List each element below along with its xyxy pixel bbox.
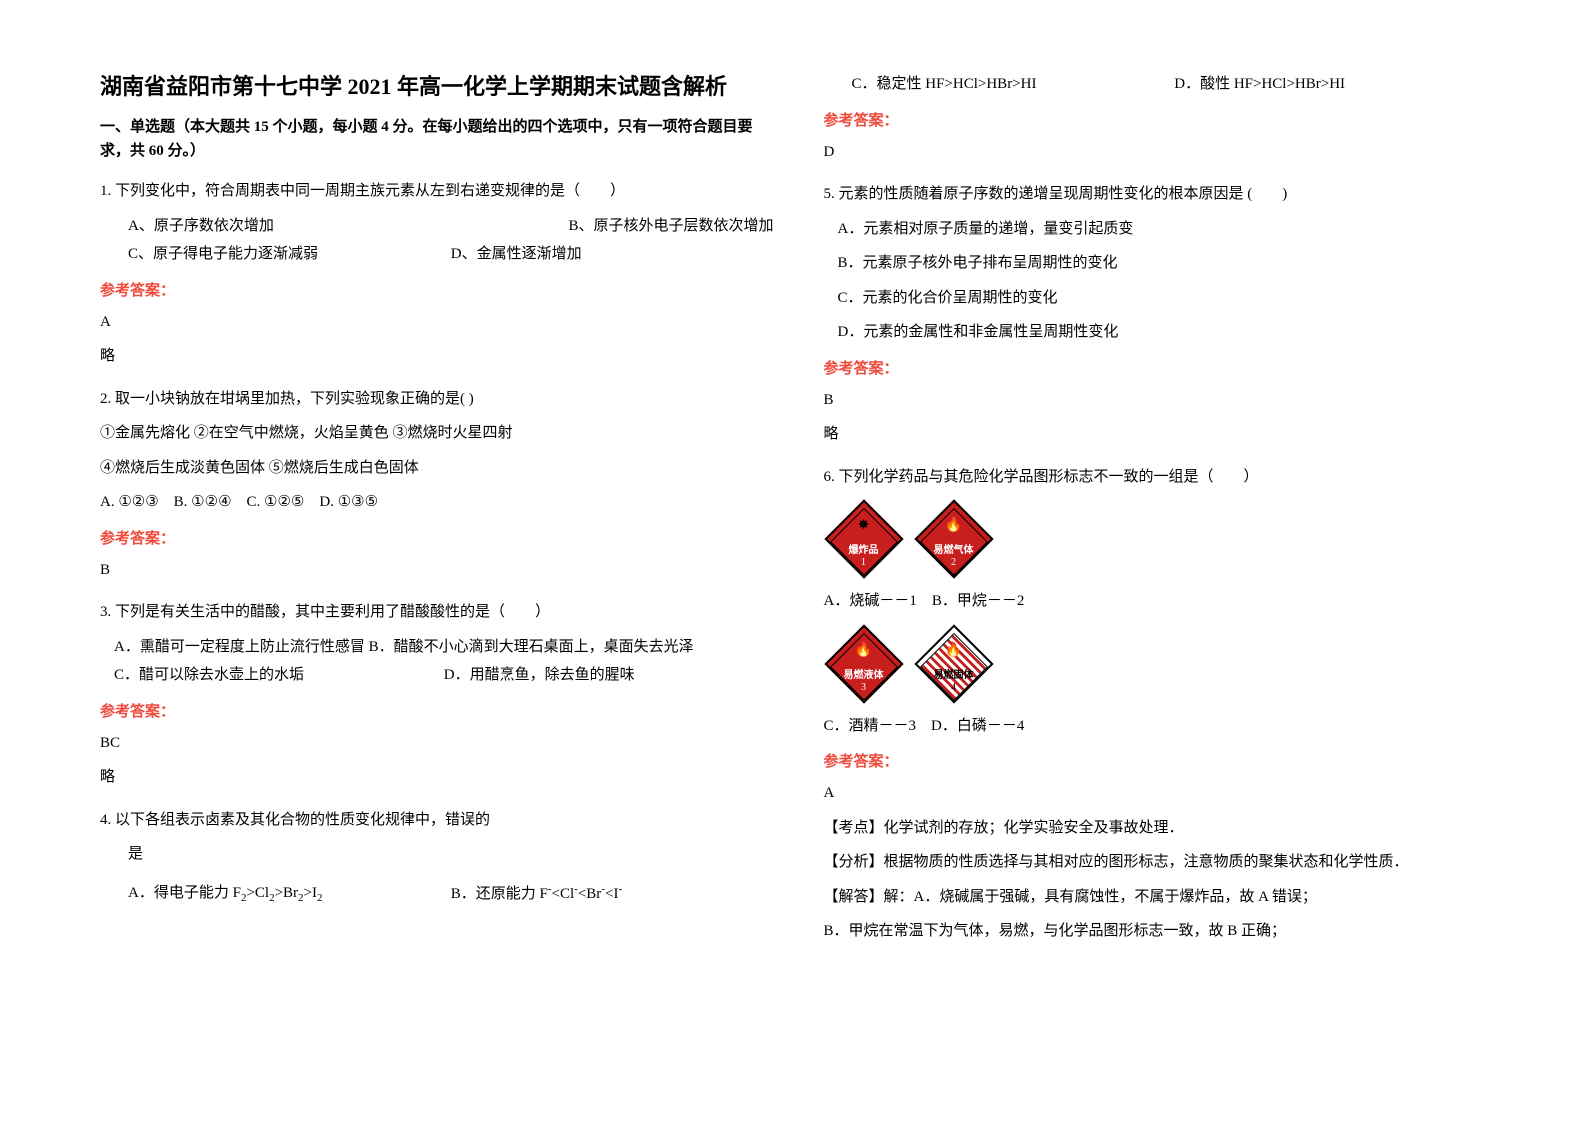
q6-expl4: B．甲烷在常温下为气体，易燃，与化学品图形标志一致，故 B 正确； [824, 917, 1498, 946]
q6-stem: 6. 下列化学药品与其危险化学品图形标志不一致的一组是（ ） [824, 463, 1498, 492]
q2-opts: A. ①②③ B. ①②④ C. ①②⑤ D. ①③⑤ [100, 488, 774, 517]
q3-opt-d: D．用醋烹鱼，除去鱼的腥味 [444, 661, 774, 690]
q5-note: 略 [824, 420, 1498, 449]
q1-note: 略 [100, 342, 774, 371]
q6-expl1: 【考点】化学试剂的存放；化学实验安全及事故处理． [824, 814, 1498, 843]
flame-icon: 🔥 [914, 642, 994, 659]
q1-opt-d: D、金属性逐渐增加 [451, 240, 774, 269]
q3-row2: C．醋可以除去水壶上的水垢 D．用醋烹鱼，除去鱼的腥味 [100, 661, 774, 690]
q1-stem: 1. 下列变化中，符合周期表中同一周期主族元素从左到右递变规律的是（ ） [100, 177, 774, 206]
q4-opt-c: C．稳定性 HF>HCl>HBr>HI [852, 70, 1175, 99]
q4-row-ab: A．得电子能力 F2>Cl2>Br2>I2 B．还原能力 F-<Cl-<Br-<… [100, 879, 774, 909]
q6-opt-ab: A．烧碱－－1 B．甲烷－－2 [824, 587, 1498, 616]
q4-opt-b-pre: B．还原能力 F [451, 886, 548, 902]
hazard-sign-2: 🔥 易燃气体 2 [914, 499, 994, 579]
q5-opt-d: D．元素的金属性和非金属性呈周期性变化 [824, 318, 1498, 347]
q3-stem: 3. 下列是有关生活中的醋酸，其中主要利用了醋酸酸性的是（ ） [100, 598, 774, 627]
q5-opt-b: B．元素原子核外电子排布呈周期性的变化 [824, 249, 1498, 278]
q3-opt-a: A．熏醋可一定程度上防止流行性感冒 [100, 633, 365, 662]
hazard-2-num: 2 [914, 557, 994, 568]
hazard-2-label: 易燃气体 [914, 541, 994, 556]
hazard-sign-1: ✸ 爆炸品 1 [824, 499, 904, 579]
q5-stem: 5. 元素的性质随着原子序数的递增呈现周期性变化的根本原因是 ( ) [824, 180, 1498, 209]
hazard-row-2: 🔥 易燃液体 3 🔥 易燃固体 4 [824, 624, 1498, 704]
q6-expl2: 【分析】根据物质的性质选择与其相对应的图形标志，注意物质的聚集状态和化学性质． [824, 848, 1498, 877]
q3-row1: A．熏醋可一定程度上防止流行性感冒 B．醋酸不小心滴到大理石桌面上，桌面失去光泽 [100, 633, 774, 662]
document-title: 湖南省益阳市第十七中学 2021 年高一化学上学期期末试题含解析 [100, 70, 774, 103]
q1-options-row1: A、原子序数依次增加 B、原子核外电子层数依次增加 [100, 212, 774, 241]
q4-answer: D [824, 138, 1498, 167]
q1-opt-b: B、原子核外电子层数依次增加 [568, 212, 773, 241]
q4-opt-a-pre: A．得电子能力 F [128, 885, 241, 901]
q4-opt-b: B．还原能力 F-<Cl-<Br-<I- [451, 879, 774, 909]
q2-stem: 2. 取一小块钠放在坩埚里加热，下列实验现象正确的是( ) [100, 385, 774, 414]
right-column: C．稳定性 HF>HCl>HBr>HI D．酸性 HF>HCl>HBr>HI 参… [824, 70, 1498, 952]
q3-opt-b: B．醋酸不小心滴到大理石桌面上，桌面失去光泽 [369, 633, 694, 662]
hazard-1-label: 爆炸品 [824, 541, 904, 556]
q6-opt-cd: C．酒精－－3 D．白磷－－4 [824, 712, 1498, 741]
exam-document: 湖南省益阳市第十七中学 2021 年高一化学上学期期末试题含解析 一、单选题（本… [0, 0, 1587, 992]
q4-opt-a: A．得电子能力 F2>Cl2>Br2>I2 [128, 879, 451, 909]
q1-options-row2: C、原子得电子能力逐渐减弱 D、金属性逐渐增加 [100, 240, 774, 269]
q6-expl3: 【解答】解：A．烧碱属于强碱，具有腐蚀性，不属于爆炸品，故 A 错误； [824, 883, 1498, 912]
q5-answer-label: 参考答案： [824, 357, 1498, 378]
hazard-sign-4: 🔥 易燃固体 4 [914, 624, 994, 704]
q1-answer: A [100, 308, 774, 337]
q2-answer: B [100, 556, 774, 585]
q4-answer-label: 参考答案： [824, 109, 1498, 130]
section-1-header: 一、单选题（本大题共 15 个小题，每小题 4 分。在每小题给出的四个选项中，只… [100, 115, 774, 163]
q1-answer-label: 参考答案： [100, 279, 774, 300]
q3-answer-label: 参考答案： [100, 700, 774, 721]
q4-stem2: 是 [100, 840, 774, 869]
q4-stem: 4. 以下各组表示卤素及其化合物的性质变化规律中，错误的 [100, 806, 774, 835]
left-column: 湖南省益阳市第十七中学 2021 年高一化学上学期期末试题含解析 一、单选题（本… [100, 70, 774, 952]
hazard-3-label: 易燃液体 [824, 666, 904, 681]
flame-icon: 🔥 [824, 642, 904, 659]
q1-opt-a: A、原子序数依次增加 [128, 212, 274, 241]
q2-line1: ①金属先熔化 ②在空气中燃烧，火焰呈黄色 ③燃烧时火星四射 [100, 419, 774, 448]
hazard-3-num: 3 [824, 682, 904, 693]
q1-opt-c: C、原子得电子能力逐渐减弱 [128, 240, 451, 269]
q2-answer-label: 参考答案： [100, 527, 774, 548]
q5-answer: B [824, 386, 1498, 415]
hazard-1-num: 1 [824, 557, 904, 568]
q4-opt-b-rest: <Cl [552, 886, 575, 902]
hazard-row-1: ✸ 爆炸品 1 🔥 易燃气体 2 [824, 499, 1498, 579]
q3-note: 略 [100, 763, 774, 792]
explosion-icon: ✸ [824, 517, 904, 534]
q5-opt-a: A．元素相对原子质量的递增，量变引起质变 [824, 215, 1498, 244]
hazard-4-num: 4 [914, 682, 994, 693]
hazard-sign-3: 🔥 易燃液体 3 [824, 624, 904, 704]
hazard-4-label: 易燃固体 [914, 666, 994, 681]
q3-answer: BC [100, 729, 774, 758]
q6-answer-label: 参考答案： [824, 750, 1498, 771]
q5-opt-c: C．元素的化合价呈周期性的变化 [824, 284, 1498, 313]
q4-opt-a-rest: >Cl [246, 885, 269, 901]
q3-opt-c: C．醋可以除去水壶上的水垢 [100, 661, 444, 690]
q4-opt-d: D．酸性 HF>HCl>HBr>HI [1174, 70, 1497, 99]
flame-icon: 🔥 [914, 517, 994, 534]
q2-line2: ④燃烧后生成淡黄色固体 ⑤燃烧后生成白色固体 [100, 454, 774, 483]
q4-row-cd: C．稳定性 HF>HCl>HBr>HI D．酸性 HF>HCl>HBr>HI [824, 70, 1498, 99]
q6-answer: A [824, 779, 1498, 808]
